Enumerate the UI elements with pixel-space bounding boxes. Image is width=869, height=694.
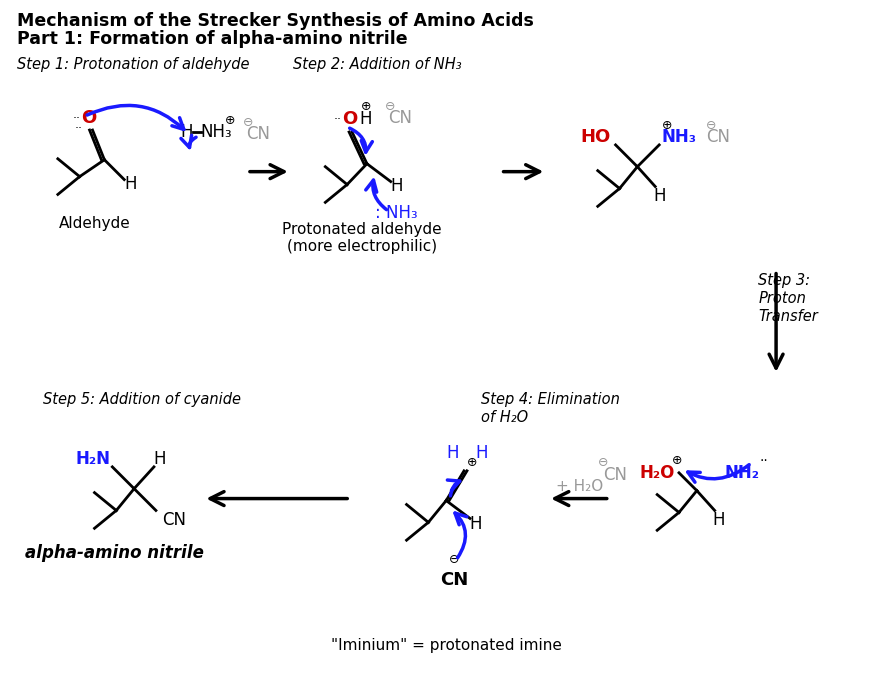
Text: + H₂O: + H₂O bbox=[555, 479, 603, 494]
Text: CN: CN bbox=[162, 511, 186, 530]
Text: alpha-amino nitrile: alpha-amino nitrile bbox=[25, 544, 203, 562]
Text: ⊕: ⊕ bbox=[225, 114, 235, 126]
Text: Step 2: Addition of NH₃: Step 2: Addition of NH₃ bbox=[292, 57, 461, 72]
Text: Part 1: Formation of alpha-amino nitrile: Part 1: Formation of alpha-amino nitrile bbox=[17, 30, 408, 48]
Text: NH₃: NH₃ bbox=[660, 128, 696, 146]
Text: ⊕: ⊕ bbox=[661, 119, 672, 132]
Text: Step 1: Protonation of aldehyde: Step 1: Protonation of aldehyde bbox=[17, 57, 249, 72]
Text: "Iminium" = protonated imine: "Iminium" = protonated imine bbox=[330, 638, 561, 652]
Text: Step 4: Elimination: Step 4: Elimination bbox=[481, 392, 619, 407]
Text: NH₃: NH₃ bbox=[201, 123, 232, 141]
Text: ⊖: ⊖ bbox=[705, 119, 715, 132]
Text: H₂N: H₂N bbox=[75, 450, 109, 468]
Text: Transfer: Transfer bbox=[758, 309, 817, 324]
Text: H: H bbox=[469, 516, 481, 533]
Text: H: H bbox=[446, 444, 458, 462]
Text: NH₂: NH₂ bbox=[724, 464, 759, 482]
Text: H₂O: H₂O bbox=[639, 464, 674, 482]
Text: H: H bbox=[359, 110, 372, 128]
Text: : NH₃: : NH₃ bbox=[375, 204, 417, 222]
Text: ⊖: ⊖ bbox=[242, 116, 253, 128]
Text: H: H bbox=[123, 174, 136, 192]
Text: Step 5: Addition of cyanide: Step 5: Addition of cyanide bbox=[43, 392, 241, 407]
Text: CN: CN bbox=[706, 128, 730, 146]
Text: H: H bbox=[712, 511, 724, 530]
Text: ⊕: ⊕ bbox=[361, 100, 371, 112]
Text: (more electrophilic): (more electrophilic) bbox=[287, 239, 436, 255]
Text: CN: CN bbox=[603, 466, 627, 484]
Text: H: H bbox=[180, 123, 193, 141]
Text: Protonated aldehyde: Protonated aldehyde bbox=[282, 221, 441, 237]
Text: ··: ·· bbox=[73, 112, 81, 125]
Text: ⊖: ⊖ bbox=[448, 554, 459, 566]
Text: ⊕: ⊕ bbox=[671, 455, 681, 468]
Text: H: H bbox=[652, 187, 665, 205]
Text: CN: CN bbox=[388, 109, 411, 127]
Text: Proton: Proton bbox=[758, 291, 806, 306]
Text: HO: HO bbox=[580, 128, 610, 146]
Text: of H₂O: of H₂O bbox=[481, 410, 527, 425]
Text: ··: ·· bbox=[759, 454, 767, 468]
Text: H: H bbox=[154, 450, 166, 468]
Text: H: H bbox=[475, 444, 488, 462]
Text: CN: CN bbox=[246, 125, 269, 143]
Text: H: H bbox=[390, 176, 402, 194]
Text: O: O bbox=[342, 110, 357, 128]
Text: ⊖: ⊖ bbox=[384, 100, 395, 112]
Text: ··: ·· bbox=[75, 121, 83, 135]
Text: Mechanism of the Strecker Synthesis of Amino Acids: Mechanism of the Strecker Synthesis of A… bbox=[17, 12, 534, 30]
Text: CN: CN bbox=[440, 570, 468, 589]
Text: Aldehyde: Aldehyde bbox=[58, 216, 130, 230]
Text: ··: ·· bbox=[333, 112, 341, 126]
Text: ⊕: ⊕ bbox=[466, 457, 477, 469]
Text: Step 3:: Step 3: bbox=[758, 273, 809, 288]
Text: O: O bbox=[81, 109, 96, 127]
Text: ⊖: ⊖ bbox=[597, 457, 607, 469]
